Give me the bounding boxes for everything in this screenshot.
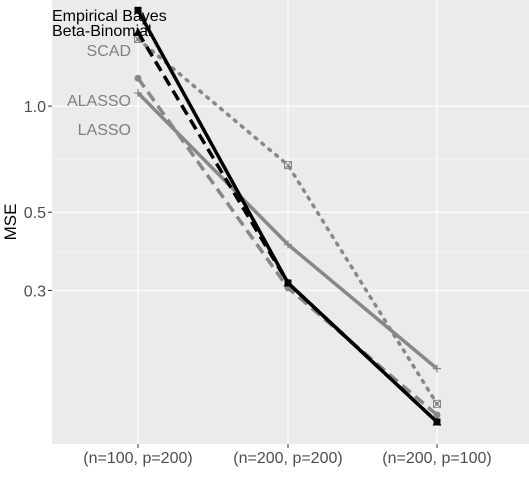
series-line-scad	[136, 37, 439, 406]
data-point-scad	[433, 399, 441, 408]
plot-panel	[52, 0, 529, 444]
y-axis-label: MSE	[1, 204, 20, 241]
series-lasso	[134, 88, 441, 373]
x-axis: (n=100, p=200) (n=200, p=200) (n=200, p=10…	[83, 444, 492, 467]
series-layer	[133, 6, 442, 426]
series-label-beta-binomial: Beta-Binomial	[52, 23, 152, 40]
data-point-beta-binomial	[133, 27, 143, 36]
series-alasso	[134, 74, 441, 419]
data-point-empirical-bayes	[433, 418, 441, 426]
x-tick-label: (n=100, p=200)	[83, 450, 192, 467]
data-point-lasso	[433, 364, 441, 373]
y-tick-label: 1.0	[24, 99, 46, 116]
x-tick-label: (n=200, p=200)	[233, 450, 342, 467]
series-label-empirical-bayes: Empirical Bayes	[52, 8, 167, 25]
data-point-alasso	[134, 74, 142, 82]
y-tick-label: 0.3	[24, 283, 46, 300]
data-point-scad-cross	[433, 400, 441, 408]
series-empirical-bayes	[134, 6, 441, 426]
y-tick-label: 0.5	[24, 205, 46, 222]
data-point-lasso	[134, 88, 142, 97]
data-point-lasso	[284, 240, 292, 249]
y-axis: 1.0 0.5 0.3	[24, 99, 52, 300]
data-point-alasso	[433, 411, 441, 419]
series-label-lasso: LASSO	[78, 122, 131, 139]
series-label-scad: SCAD	[87, 43, 131, 60]
grid-lines	[52, 0, 529, 444]
data-point-empirical-bayes	[284, 279, 292, 287]
data-point-scad	[284, 161, 292, 170]
data-point-empirical-bayes	[134, 6, 142, 14]
x-tick-label: (n=200, p=100)	[382, 450, 491, 467]
data-point-scad-cross	[284, 161, 292, 169]
series-label-alasso: ALASSO	[67, 93, 131, 110]
